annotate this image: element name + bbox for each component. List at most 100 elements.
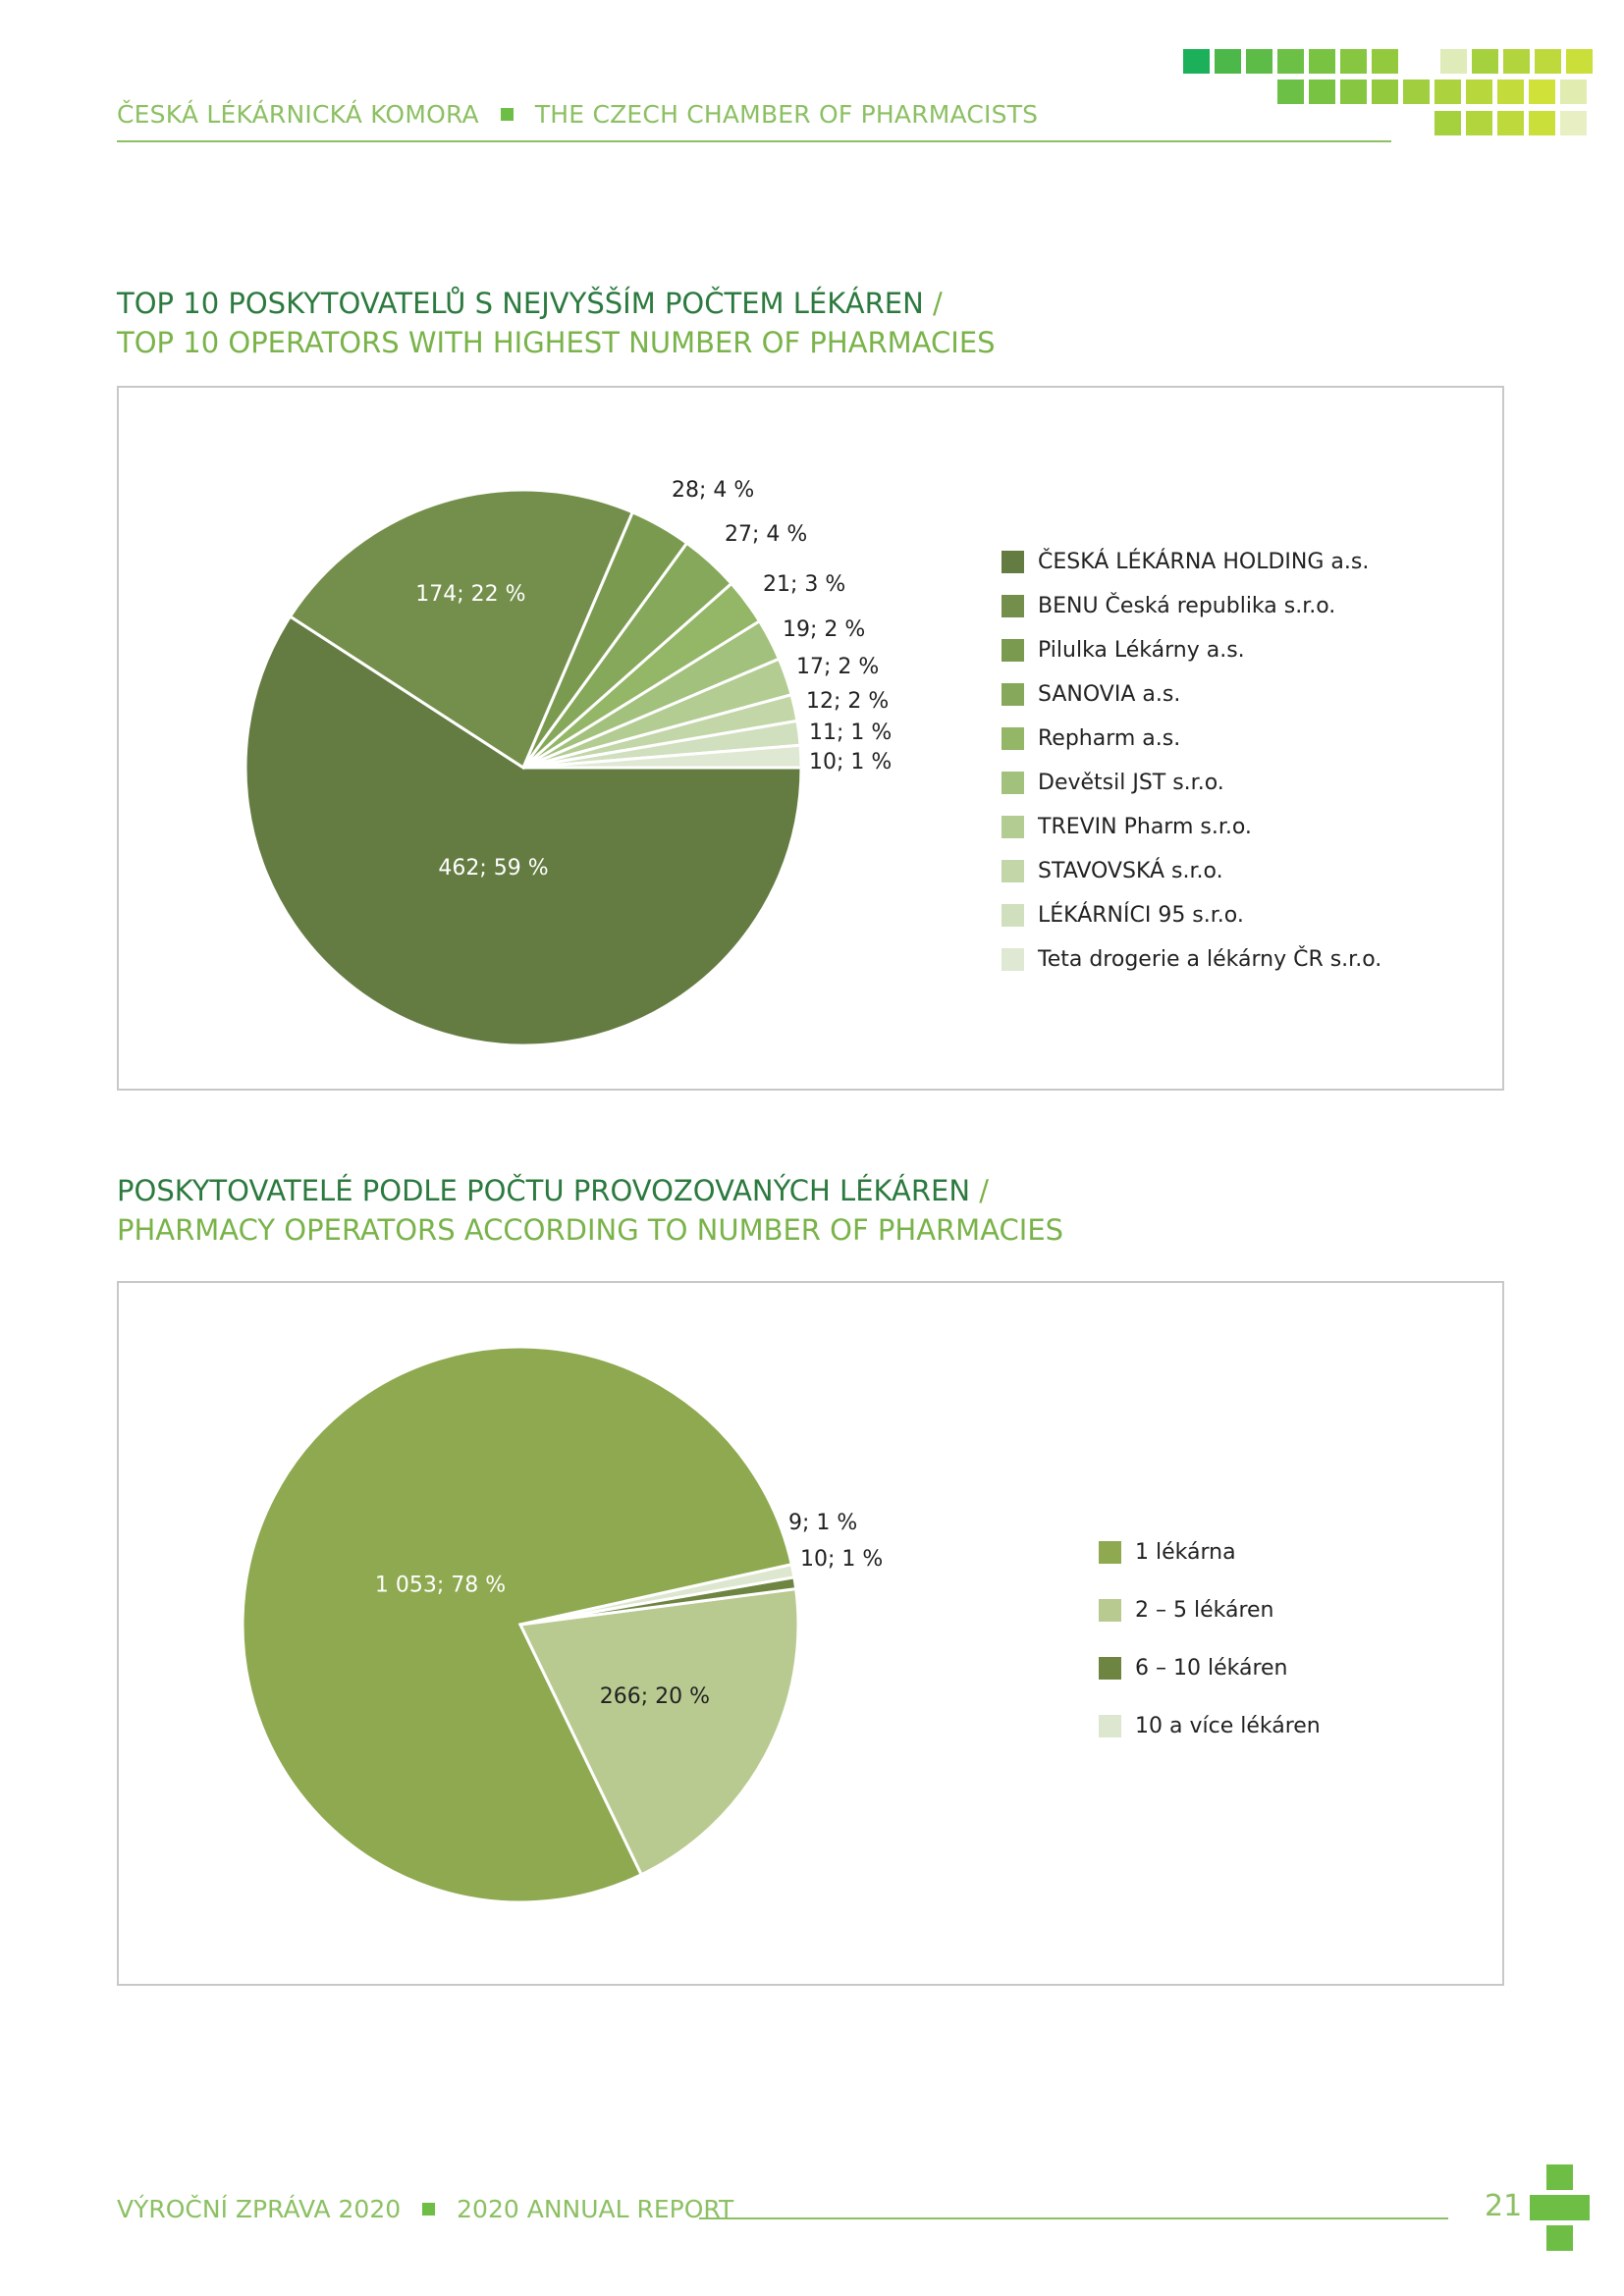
- header-separator-square: [500, 108, 514, 121]
- legend-swatch: [1001, 772, 1024, 794]
- pie-slice: [517, 1586, 800, 1877]
- header-rule: [117, 140, 1391, 142]
- legend-swatch: [1099, 1715, 1121, 1737]
- legend-item: ČESKÁ LÉKÁRNA HOLDING a.s.: [1001, 550, 1369, 574]
- legend-swatch: [1099, 1541, 1121, 1564]
- legend-swatch: [1001, 904, 1024, 927]
- footer-title-en: 2020 ANNUAL REPORT: [457, 2195, 734, 2223]
- legend-swatch: [1001, 683, 1024, 706]
- decorative-square: [1309, 80, 1335, 104]
- decorative-square: [1246, 49, 1272, 74]
- decorative-square: [1560, 80, 1587, 104]
- decorative-square: [1440, 49, 1467, 74]
- chart1-title-cz: TOP 10 POSKYTOVATELŮ S NEJVYŠŠÍM POČTEM …: [117, 287, 943, 320]
- decorative-square: [1497, 111, 1524, 135]
- legend-item: STAVOVSKÁ s.r.o.: [1001, 859, 1223, 883]
- decorative-square: [1277, 49, 1304, 74]
- header-title-en: THE CZECH CHAMBER OF PHARMACISTS: [534, 100, 1039, 129]
- decorative-square: [1466, 80, 1492, 104]
- legend-label: Devětsil JST s.r.o.: [1038, 771, 1224, 795]
- pie-slice: [522, 743, 803, 770]
- page-number: 21: [1485, 2189, 1523, 2223]
- pie-slice-label: 28; 4 %: [672, 478, 754, 503]
- chart2-title-en: PHARMACY OPERATORS ACCORDING TO NUMBER O…: [117, 1213, 1064, 1247]
- decorative-square: [1435, 111, 1461, 135]
- legend-swatch: [1001, 816, 1024, 838]
- decorative-square: [1403, 80, 1430, 104]
- pie-slice: [241, 1345, 794, 1904]
- decorative-squares-top: [0, 0, 1624, 147]
- decorative-square: [1372, 49, 1398, 74]
- decorative-square: [1546, 2225, 1573, 2251]
- pie-slice-label: 1 053; 78 %: [375, 1574, 506, 1598]
- pie-slice: [519, 1562, 796, 1627]
- chart2-title-cz-text: POSKYTOVATELÉ PODLE POČTU PROVOZOVANÝCH …: [117, 1174, 971, 1207]
- legend-label: TREVIN Pharm s.r.o.: [1038, 815, 1252, 839]
- legend-swatch: [1001, 639, 1024, 662]
- legend-label: Teta drogerie a lékárny ČR s.r.o.: [1038, 947, 1382, 972]
- decorative-square: [1183, 49, 1210, 74]
- legend-swatch: [1099, 1657, 1121, 1680]
- decorative-square: [1277, 80, 1304, 104]
- legend-item: Devětsil JST s.r.o.: [1001, 771, 1224, 795]
- legend-label: Repharm a.s.: [1038, 726, 1181, 751]
- chart2-title-cz: POSKYTOVATELÉ PODLE POČTU PROVOZOVANÝCH …: [117, 1174, 989, 1207]
- legend-item: Pilulka Lékárny a.s.: [1001, 638, 1245, 663]
- footer-rule: [699, 2217, 1448, 2219]
- legend-item: 1 lékárna: [1099, 1540, 1236, 1565]
- decorative-square: [1340, 49, 1367, 74]
- legend-label: ČESKÁ LÉKÁRNA HOLDING a.s.: [1038, 550, 1370, 574]
- pie-slice: [288, 488, 635, 771]
- chart1-title-en: TOP 10 OPERATORS WITH HIGHEST NUMBER OF …: [117, 326, 996, 359]
- decorative-square: [1563, 2195, 1590, 2220]
- pie-slice-label: 9; 1 %: [788, 1511, 857, 1535]
- decorative-square: [1372, 80, 1398, 104]
- legend-item: BENU Česká republika s.r.o.: [1001, 594, 1335, 618]
- legend-label: SANOVIA a.s.: [1038, 682, 1181, 707]
- decorative-square: [1435, 80, 1461, 104]
- chart1-frame: 462; 59 % 174; 22 % 28; 4 % 27; 4 % 21; 3 % 1…: [117, 386, 1504, 1091]
- decorative-square: [1535, 49, 1561, 74]
- legend-label: BENU Česká republika s.r.o.: [1038, 594, 1336, 618]
- chart1-title-cz-text: TOP 10 POSKYTOVATELŮ S NEJVYŠŠÍM POČTEM …: [117, 287, 924, 320]
- legend-item: TREVIN Pharm s.r.o.: [1001, 815, 1252, 839]
- decorative-square: [1466, 111, 1492, 135]
- decorative-square: [1566, 49, 1593, 74]
- legend-item: Repharm a.s.: [1001, 726, 1180, 751]
- decorative-square: [1215, 49, 1241, 74]
- decorative-square: [1529, 80, 1555, 104]
- decorative-square: [1546, 2164, 1573, 2190]
- pie-slice-label: 27; 4 %: [725, 522, 807, 547]
- legend-label: 6 – 10 lékáren: [1135, 1656, 1288, 1681]
- pie-slice: [244, 614, 803, 1047]
- legend-swatch: [1099, 1599, 1121, 1622]
- chart1-pie: 462; 59 % 174; 22 % 28; 4 % 27; 4 % 21; 3 % 1…: [244, 478, 892, 1047]
- pie-slice-label: 266; 20 %: [600, 1684, 710, 1709]
- legend-item: 6 – 10 lékáren: [1099, 1656, 1288, 1681]
- chart2-frame: 1 053; 78 % 266; 20 % 9; 1 % 10; 1 % 1 léká…: [117, 1281, 1504, 1986]
- legend-label: LÉKÁRNÍCI 95 s.r.o.: [1038, 903, 1244, 928]
- page-footer: VÝROČNÍ ZPRÁVA 2020 2020 ANNUAL REPORT: [117, 2195, 733, 2223]
- decorative-square: [1497, 80, 1524, 104]
- legend-label: STAVOVSKÁ s.r.o.: [1038, 859, 1223, 883]
- legend-item: Teta drogerie a lékárny ČR s.r.o.: [1001, 947, 1381, 972]
- footer-separator-square: [422, 2203, 436, 2216]
- decorative-square: [1503, 49, 1530, 74]
- legend-item: 2 – 5 lékáren: [1099, 1598, 1274, 1623]
- legend-label: 2 – 5 lékáren: [1135, 1598, 1274, 1623]
- pie-slice-label: 21; 3 %: [763, 572, 845, 597]
- decorative-square: [1309, 49, 1335, 74]
- pie-slice-label: 174; 22 %: [415, 582, 525, 607]
- legend-swatch: [1001, 727, 1024, 750]
- legend-item: 10 a více lékáren: [1099, 1714, 1321, 1738]
- legend-swatch: [1001, 551, 1024, 573]
- page-header: ČESKÁ LÉKÁRNICKÁ KOMORA THE CZECH CHAMBE…: [117, 100, 1038, 129]
- decorative-square: [1472, 49, 1498, 74]
- pie-slice-label: 10; 1 %: [809, 750, 892, 774]
- chart1-title-slash: /: [933, 287, 943, 320]
- pie-slice-label: 11; 1 %: [809, 721, 892, 745]
- footer-title-cz: VÝROČNÍ ZPRÁVA 2020: [117, 2195, 402, 2223]
- header-title-cz: ČESKÁ LÉKÁRNICKÁ KOMORA: [117, 100, 479, 129]
- pie-slice-label: 10; 1 %: [800, 1547, 883, 1572]
- legend-label: 10 a více lékáren: [1135, 1714, 1321, 1738]
